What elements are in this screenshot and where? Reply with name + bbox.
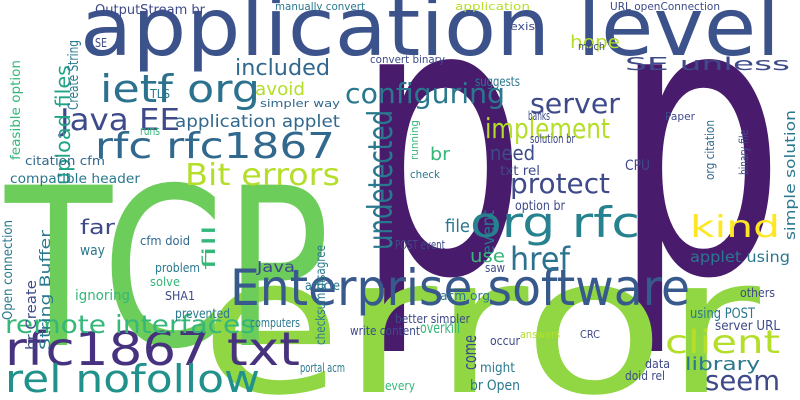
word: prevented	[175, 307, 230, 322]
word: Java	[256, 258, 295, 276]
word: URL openConnection	[610, 0, 720, 13]
word: br Open	[470, 378, 520, 394]
word: error	[200, 216, 761, 400]
word: applet using	[690, 248, 790, 266]
word: org citation	[703, 120, 717, 180]
word: upload files	[51, 65, 75, 185]
word: better simpler	[395, 312, 470, 326]
word: OutputStream br	[95, 3, 206, 18]
word: application applet	[175, 112, 340, 132]
word: write content	[350, 324, 420, 338]
word: saw	[485, 261, 505, 275]
word: protect	[510, 167, 610, 200]
word: binary file	[737, 130, 751, 175]
word: hope	[570, 32, 620, 53]
word: library	[685, 354, 760, 375]
word: br Create	[24, 280, 40, 350]
word: Open connection	[1, 220, 16, 320]
word: ignoring	[75, 288, 130, 304]
word: simpler way	[260, 97, 341, 110]
word: rfc rfc1867	[95, 126, 335, 167]
word: way	[80, 243, 105, 259]
word: server	[530, 87, 620, 120]
word: others	[740, 286, 775, 300]
word: every	[385, 379, 415, 393]
word: avoid	[255, 79, 305, 100]
word: CPU	[625, 158, 650, 174]
word: implement	[485, 112, 610, 145]
word: SHA1	[165, 289, 195, 303]
word: exist	[510, 20, 541, 33]
word: overkill	[420, 319, 460, 337]
word: computers	[250, 316, 300, 330]
word: String Buffer	[38, 230, 54, 350]
word: TCP	[4, 141, 330, 397]
word: server URL	[715, 319, 781, 334]
word: href	[510, 240, 571, 278]
word: client	[665, 323, 780, 361]
word: data	[645, 357, 670, 371]
word: seem	[705, 364, 780, 397]
word: txt rel	[500, 164, 540, 179]
word: included	[235, 56, 330, 81]
word: undetected	[361, 110, 401, 250]
word: banks	[528, 109, 550, 123]
word: Paper	[665, 110, 695, 123]
word: feasible option	[9, 60, 24, 160]
word: use	[470, 246, 505, 267]
word: problem	[155, 261, 200, 275]
word: acm org	[440, 289, 490, 303]
word: convert binary	[370, 53, 445, 66]
word: CRC	[580, 328, 600, 341]
word: rfc1867 txt	[5, 322, 300, 376]
word: configuring	[345, 77, 505, 110]
word: TLS	[149, 87, 170, 101]
word: solution br	[530, 132, 575, 146]
word: using POST	[690, 306, 755, 322]
word: doid rel	[625, 369, 665, 383]
word: suggests	[475, 75, 520, 90]
word: checksum disagree	[314, 245, 329, 345]
word: come	[460, 335, 481, 370]
word: portal acm	[300, 361, 345, 375]
word: solve	[150, 275, 180, 289]
word: fill	[199, 225, 220, 270]
word: compatible header	[10, 172, 141, 187]
word: running	[408, 120, 421, 160]
word: runs	[140, 124, 160, 138]
word: answers	[520, 328, 560, 341]
word: application level	[80, 0, 780, 74]
word: Bit errors	[185, 158, 340, 193]
word: need	[490, 141, 535, 165]
word: SE	[95, 36, 107, 50]
word: article	[305, 279, 340, 294]
word: Enterprise software	[230, 259, 690, 317]
word: POST event	[395, 238, 445, 252]
word: p p	[355, 0, 785, 362]
word: cfm doid	[140, 234, 190, 248]
word: much	[578, 40, 605, 53]
word: br	[430, 144, 451, 165]
word: option br	[515, 199, 566, 214]
word: SE unless	[625, 54, 790, 75]
word: simple solution	[783, 110, 799, 240]
word: citation cfm	[25, 154, 105, 168]
word: manually convert	[275, 0, 366, 13]
word: check	[410, 168, 441, 181]
word: kind	[690, 210, 780, 245]
word: event	[479, 210, 499, 255]
word: occur	[490, 334, 520, 348]
word: Create String	[66, 40, 82, 110]
word: ietf org	[100, 67, 260, 111]
word: far	[80, 215, 116, 239]
word: rel nofollow	[5, 357, 260, 400]
word: Java EE	[58, 103, 180, 138]
word: org rfc	[470, 198, 640, 247]
word: might	[480, 361, 515, 376]
word: application	[455, 0, 530, 13]
word: file	[445, 216, 470, 237]
word: remote interfaces	[5, 310, 255, 339]
